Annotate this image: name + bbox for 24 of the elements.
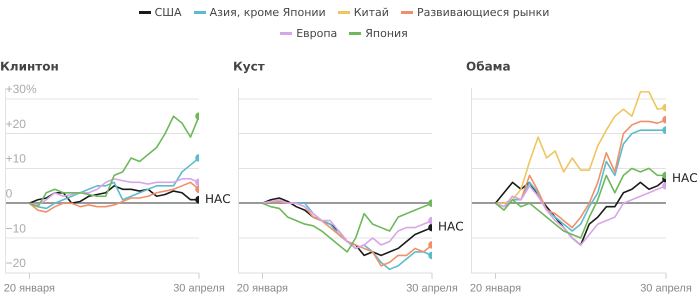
- annotation: НАС: [205, 192, 231, 206]
- y-tick-label: −20: [6, 256, 26, 270]
- y-tick-label: −10: [6, 221, 26, 236]
- x-tick-label: 20 января: [4, 282, 55, 294]
- x-tick-label: 30 апреля: [173, 282, 225, 294]
- annotation: НАС: [672, 170, 698, 185]
- legend-label: США: [154, 6, 182, 19]
- legend-label: Япония: [365, 27, 408, 40]
- annotation: НАС: [438, 220, 464, 234]
- x-tick-label: 30 апреля: [406, 282, 458, 294]
- x-tick-label: 20 января: [236, 282, 288, 294]
- legend-label: Развивающиеся рынки: [416, 6, 550, 19]
- y-tick-label: +20: [6, 116, 26, 131]
- legend-label: Китай: [354, 6, 389, 19]
- chart-title: Куст: [233, 59, 265, 74]
- x-tick-label: 30 апреля: [640, 282, 692, 294]
- chart-title: Клинтон: [0, 59, 59, 74]
- legend-label: Европа: [296, 27, 338, 40]
- y-tick-label: +10: [6, 152, 26, 166]
- chart-title: Обама: [466, 59, 511, 74]
- y-tick-label: +30%: [6, 82, 37, 96]
- x-tick-label: 20 января: [470, 282, 522, 294]
- y-tick-label: 0: [6, 186, 13, 201]
- legend-label: Азия, кроме Японии: [210, 6, 326, 19]
